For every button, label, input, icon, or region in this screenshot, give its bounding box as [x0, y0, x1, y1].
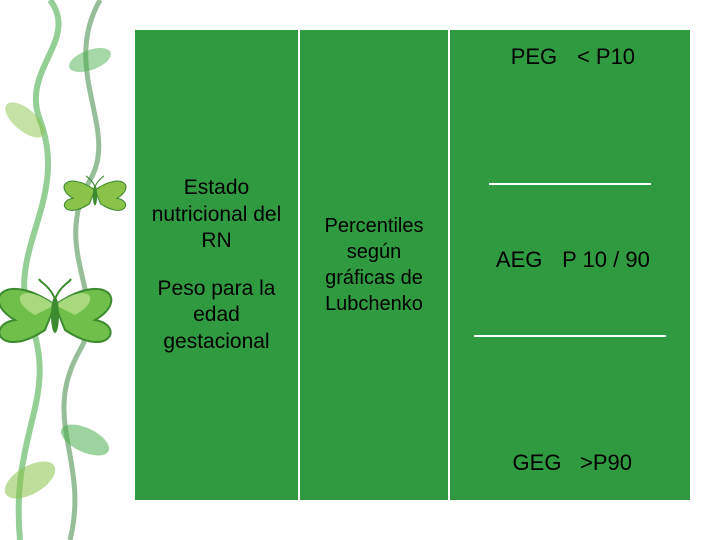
value-geg: >P90	[580, 450, 632, 476]
row-aeg: AEG P 10 / 90	[474, 185, 666, 336]
code-peg: PEG	[505, 44, 563, 70]
left-title-line: nutricional del	[152, 202, 282, 228]
left-title-line: RN	[201, 228, 231, 254]
left-subtitle-line: edad	[193, 302, 240, 328]
table-col-right: PEG < P10 AEG P 10 / 90 GEG >P90	[450, 30, 690, 500]
row-peg: PEG < P10	[489, 30, 651, 185]
code-geg: GEG	[508, 450, 566, 476]
mid-line: según	[347, 239, 402, 265]
left-title: Estado nutricional del RN	[152, 175, 282, 254]
nutrition-table: Estado nutricional del RN Peso para la e…	[135, 30, 690, 500]
mid-line: Lubchenko	[325, 291, 423, 317]
table-col-left: Estado nutricional del RN Peso para la e…	[135, 30, 300, 500]
code-aeg: AEG	[490, 247, 548, 273]
left-title-line: Estado	[184, 175, 249, 201]
value-peg: < P10	[577, 44, 635, 70]
butterfly-large-icon	[0, 279, 111, 342]
left-subtitle-line: gestacional	[163, 329, 269, 355]
table-col-mid: Percentiles según gráficas de Lubchenko	[300, 30, 450, 500]
mid-line: gráficas de	[325, 265, 423, 291]
mid-line: Percentiles	[325, 213, 424, 239]
butterfly-small-icon	[64, 176, 126, 211]
left-subtitle-line: Peso para la	[158, 276, 276, 302]
value-aeg: P 10 / 90	[562, 247, 650, 273]
row-geg: GEG >P90	[492, 337, 648, 500]
left-subtitle: Peso para la edad gestacional	[158, 276, 276, 355]
